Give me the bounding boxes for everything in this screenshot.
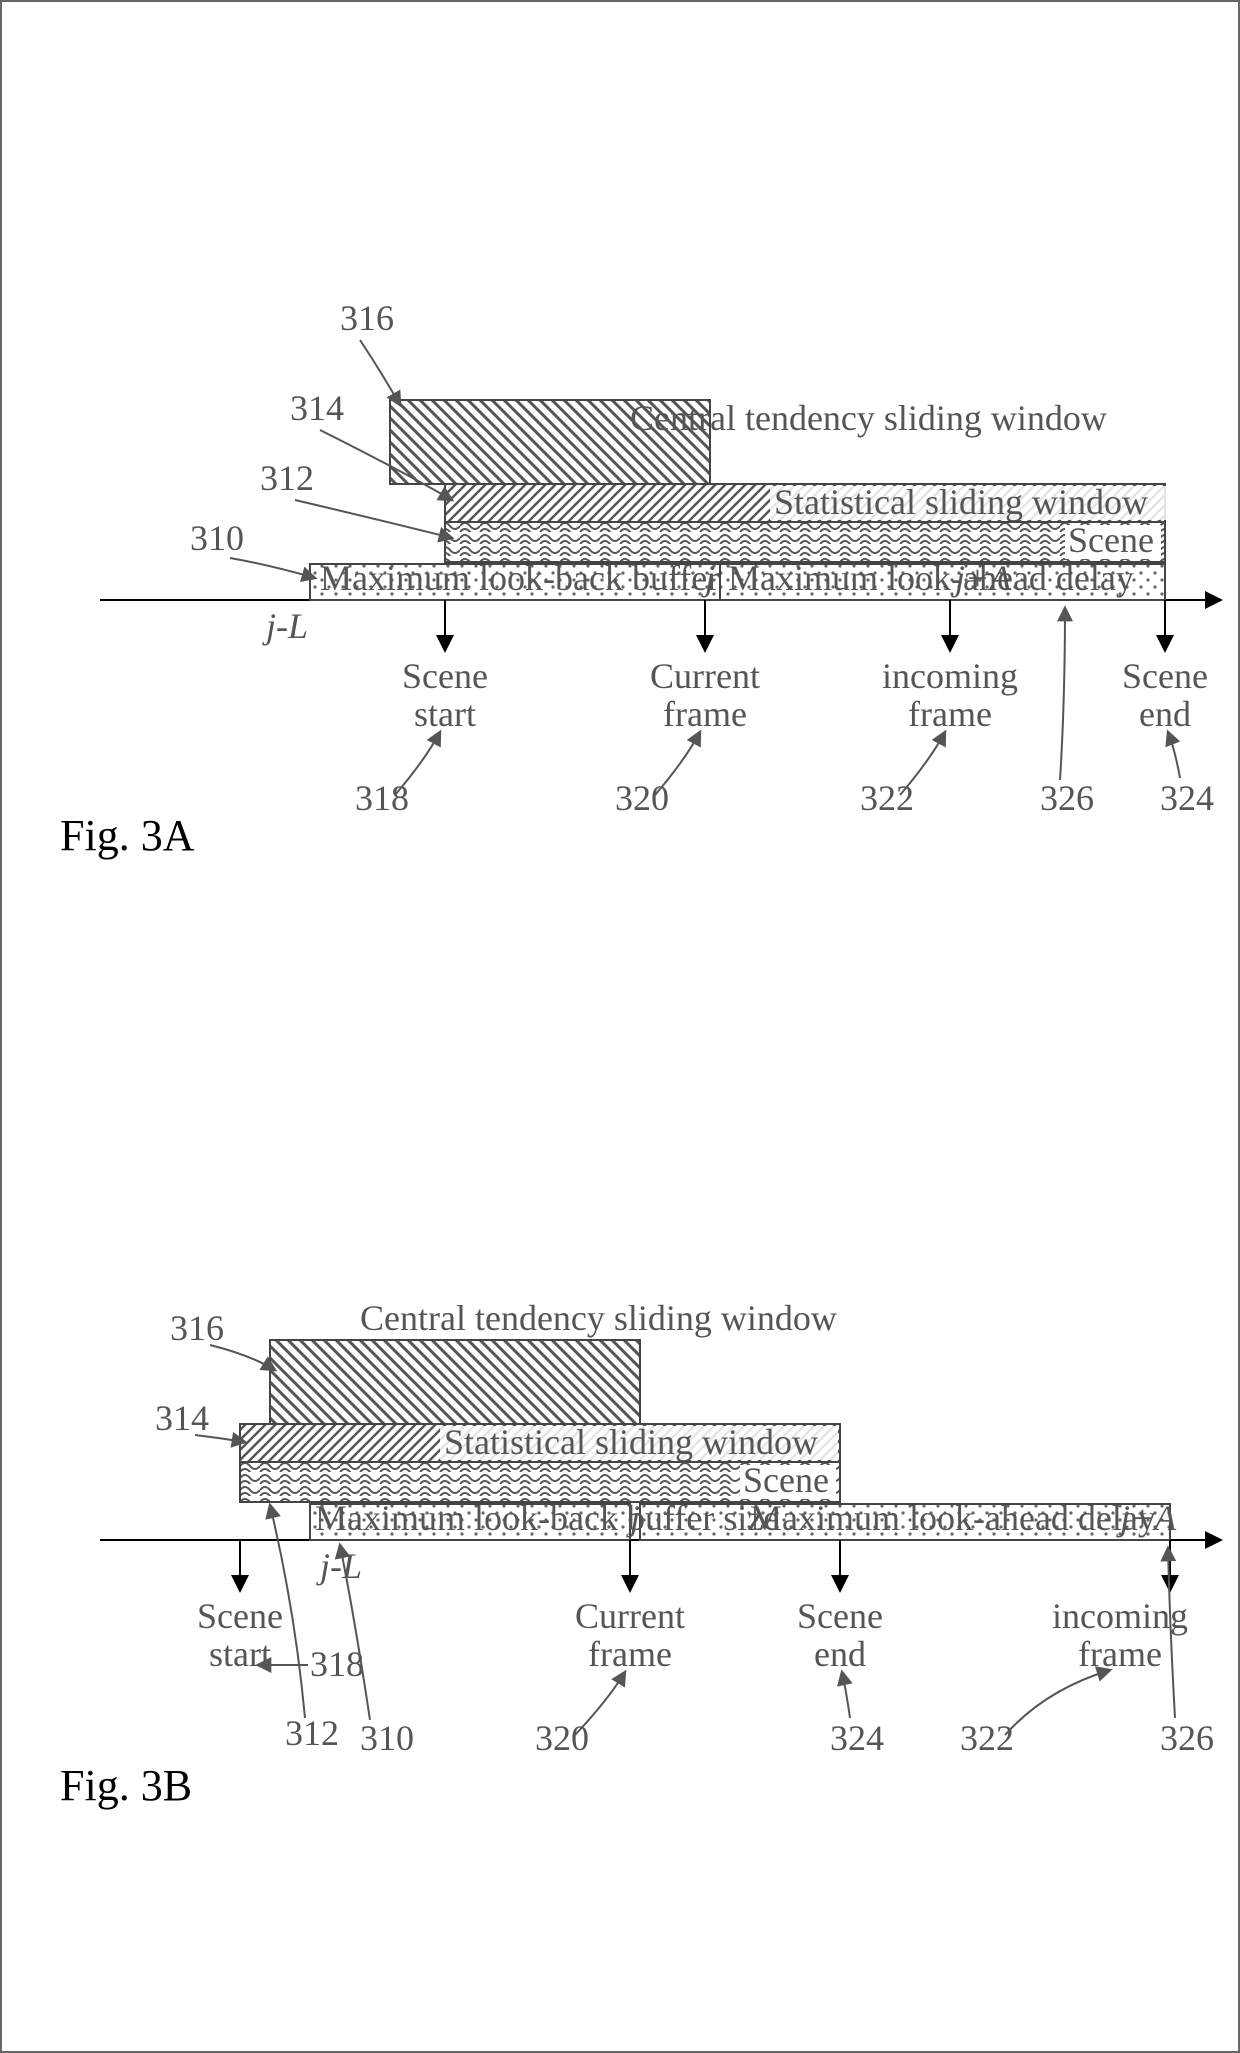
ref-scene-end: 324 <box>1160 732 1214 818</box>
bar-stat: Statistical sliding window <box>240 1422 840 1462</box>
bar-central-label: Central tendency sliding window <box>630 398 1107 438</box>
svg-text:320: 320 <box>615 778 669 818</box>
bar-lookahead-label: Maximum look-ahead delay <box>728 558 1134 598</box>
svg-text:318: 318 <box>310 1644 364 1684</box>
svg-text:326: 326 <box>1160 1718 1214 1758</box>
svg-text:314: 314 <box>290 388 344 428</box>
bar-central-label: Central tendency sliding window <box>360 1298 837 1338</box>
bar-central: Central tendency sliding window <box>390 398 1107 484</box>
bar-lookback-label: Maximum look-back buffer size <box>315 1498 779 1538</box>
mark-scene-end: Scene end <box>797 1540 883 1674</box>
figure-a-caption: Fig. 3A <box>60 811 195 860</box>
ref-stat: 314 <box>155 1398 245 1442</box>
bar-central: Central tendency sliding window <box>270 1298 837 1424</box>
mark-scene-end: Scene end <box>1122 600 1208 734</box>
bar-lookahead-label: Maximum look-ahead delay <box>750 1498 1156 1538</box>
bar-stat-label: Statistical sliding window <box>774 482 1148 522</box>
svg-text:j+A: j+A <box>951 558 1012 598</box>
svg-text:Scene: Scene <box>197 1596 283 1636</box>
bar-scene-label: Scene <box>1068 520 1154 560</box>
svg-text:Current: Current <box>650 656 760 696</box>
ref-scene-end: 324 <box>830 1672 884 1758</box>
bar-stat: Statistical sliding window <box>445 482 1168 522</box>
ref-lookback: 310 <box>190 518 315 578</box>
mark-scene-start: Scene start <box>197 1540 283 1674</box>
svg-text:j+A: j+A <box>1116 1498 1177 1538</box>
mark-j-minus-l: j-L <box>262 606 308 646</box>
svg-text:j-L: j-L <box>316 1546 362 1586</box>
ref-current: 320 <box>535 1672 625 1758</box>
ref-scene-start: 318 <box>258 1644 364 1684</box>
svg-text:324: 324 <box>1160 778 1214 818</box>
svg-text:316: 316 <box>340 298 394 338</box>
svg-text:Scene: Scene <box>1122 656 1208 696</box>
figure-b: Maximum look-ahead delay Maximum look-ba… <box>100 1298 1220 1758</box>
bar-scene: Scene <box>240 1460 840 1502</box>
svg-text:incoming: incoming <box>1052 1596 1188 1636</box>
figure-b-caption: Fig. 3B <box>60 1761 192 1810</box>
ref-scene-start: 318 <box>355 732 440 818</box>
bar-scene-label: Scene <box>743 1460 829 1500</box>
mark-j-minus-l: j-L <box>316 1546 362 1586</box>
bar-lookahead: Maximum look-ahead delay <box>720 558 1165 600</box>
mark-scene-start: Scene start <box>402 600 488 734</box>
svg-text:end: end <box>814 1634 866 1674</box>
figure-a: Maximum look-back buffer size Maximum lo… <box>100 298 1220 818</box>
svg-text:310: 310 <box>190 518 244 558</box>
svg-text:start: start <box>209 1634 271 1674</box>
ref-current: 320 <box>615 732 700 818</box>
svg-text:310: 310 <box>360 1718 414 1758</box>
svg-text:incoming: incoming <box>882 656 1018 696</box>
svg-text:Current: Current <box>575 1596 685 1636</box>
ref-central: 316 <box>340 298 400 405</box>
svg-text:316: 316 <box>170 1308 224 1348</box>
ref-lookahead: 326 <box>1160 1548 1214 1758</box>
page-border <box>1 1 1239 2052</box>
svg-text:314: 314 <box>155 1398 209 1438</box>
svg-text:Scene: Scene <box>797 1596 883 1636</box>
bar-stat-label: Statistical sliding window <box>444 1422 818 1462</box>
ref-central: 316 <box>170 1308 275 1370</box>
svg-text:Scene: Scene <box>402 656 488 696</box>
ref-lookahead: 326 <box>1040 608 1094 818</box>
ref-incoming: 322 <box>860 732 945 818</box>
svg-text:frame: frame <box>1078 1634 1162 1674</box>
svg-text:start: start <box>414 694 476 734</box>
svg-text:322: 322 <box>960 1718 1014 1758</box>
svg-text:320: 320 <box>535 1718 589 1758</box>
svg-text:j-L: j-L <box>262 606 308 646</box>
svg-text:end: end <box>1139 694 1191 734</box>
svg-text:312: 312 <box>260 458 314 498</box>
svg-text:frame: frame <box>663 694 747 734</box>
svg-text:326: 326 <box>1040 778 1094 818</box>
svg-text:318: 318 <box>355 778 409 818</box>
svg-text:312: 312 <box>285 1713 339 1753</box>
svg-text:frame: frame <box>908 694 992 734</box>
bar-scene: Scene <box>445 520 1165 562</box>
ref-incoming: 322 <box>960 1670 1110 1758</box>
svg-text:frame: frame <box>588 1634 672 1674</box>
svg-text:324: 324 <box>830 1718 884 1758</box>
svg-text:322: 322 <box>860 778 914 818</box>
